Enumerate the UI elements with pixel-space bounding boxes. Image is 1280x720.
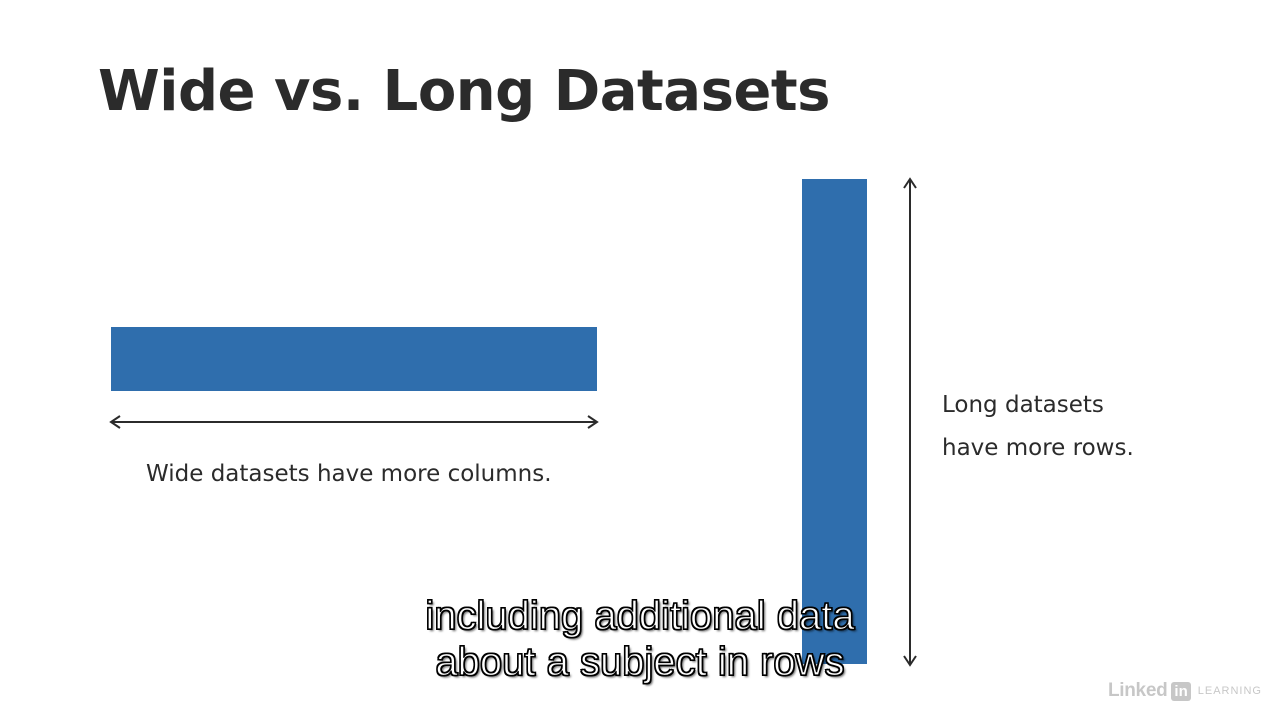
watermark-brand-badge: in [1171,681,1191,701]
watermark-brand-word: Linked [1107,680,1168,701]
long-caption-line-1: Long datasets [942,392,1104,418]
video-subtitle: including additional data about a subjec… [340,593,940,685]
long-caption-line-2: have more rows. [942,435,1134,461]
slide-title: Wide vs. Long Datasets [98,59,830,124]
subtitle-line-2: about a subject in rows [435,639,845,684]
wide-dataset-bar [111,327,597,391]
subtitle-line-1: including additional data [425,593,855,638]
long-dataset-bar [802,179,867,664]
linkedin-learning-logo-icon: Linked in LEARNING [1108,680,1262,702]
vertical-double-arrow-icon [903,177,917,667]
watermark-product: LEARNING [1197,685,1262,697]
long-dataset-caption: Long datasets have more rows. [942,384,1134,470]
horizontal-double-arrow-icon [109,415,599,429]
wide-dataset-caption: Wide datasets have more columns. [146,461,552,487]
